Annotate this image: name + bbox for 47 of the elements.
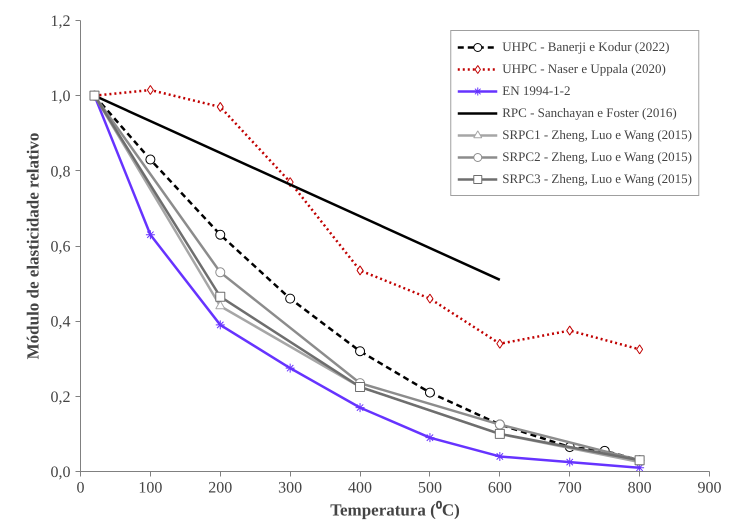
point (426, 294, 434, 304)
legend-label: EN 1994-1-2 (502, 83, 571, 99)
x-tick-label: 100 (138, 480, 162, 496)
point (215, 320, 226, 330)
legend-label: UHPC - Naser e Uppala (2020) (502, 61, 666, 77)
x-tick-label: 200 (208, 480, 232, 496)
y-tick-label: 0,4 (50, 314, 70, 331)
point (494, 451, 505, 462)
point (424, 432, 435, 443)
x-tick-label: 400 (348, 480, 372, 496)
x-tick-label: 0 (76, 480, 84, 496)
legend-label: RPC - Sanchayan e Foster (2016) (502, 105, 677, 121)
point (636, 344, 644, 354)
legend-label: SRPC2 - Zheng, Luo e Wang (2015) (502, 149, 692, 165)
point (496, 338, 504, 349)
point (285, 294, 296, 304)
y-tick-label: 0,8 (50, 163, 70, 180)
point (145, 154, 156, 165)
x-tick-label: 800 (628, 480, 652, 496)
point (424, 388, 435, 398)
point (356, 265, 364, 276)
x-tick-label: 300 (278, 480, 302, 496)
point (146, 85, 154, 96)
x-tick-label: 500 (418, 480, 442, 496)
legend-label: SRPC3 - Zheng, Luo e Wang (2015) (502, 171, 692, 187)
y-axis-title: Módulo de elasticidade relativo (24, 132, 42, 360)
point (215, 230, 226, 240)
y-tick-label: 0,2 (50, 388, 70, 406)
legend-label: SRPC1 - Zheng, Luo e Wang (2015) (502, 127, 692, 143)
x-axis-title: Temperatura (⁰C) (330, 500, 460, 520)
y-tick-label: 0,6 (50, 238, 70, 256)
point (215, 267, 226, 278)
x-tick-label: 600 (488, 480, 512, 496)
x-tick-label: 700 (558, 480, 582, 496)
point (216, 102, 224, 112)
point (564, 457, 575, 468)
point (355, 402, 366, 413)
point (215, 292, 226, 302)
point (566, 326, 574, 336)
x-tick-label: 900 (698, 480, 722, 496)
y-tick-label: 1,2 (50, 13, 70, 30)
point (285, 363, 296, 374)
point (145, 230, 156, 240)
y-tick-label: 1,0 (50, 88, 70, 106)
point (355, 346, 366, 356)
y-tick-label: 0,0 (50, 464, 70, 481)
legend-label: UHPC - Banerji e Kodur (2022) (502, 39, 670, 55)
